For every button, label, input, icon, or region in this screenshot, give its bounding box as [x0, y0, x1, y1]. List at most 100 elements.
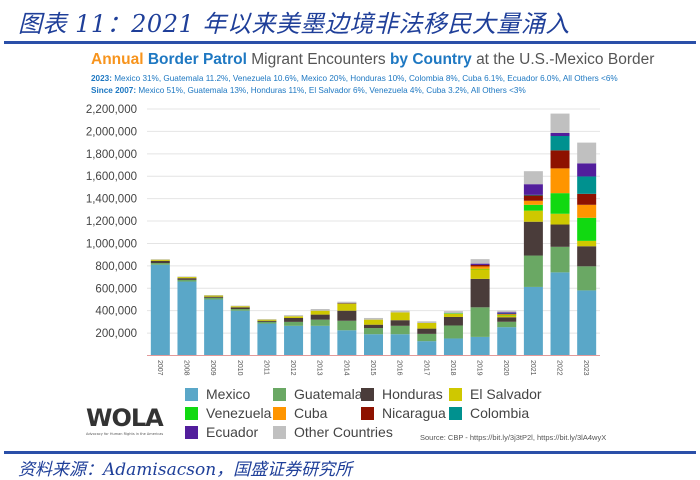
bar-segment-mexico-2009 [204, 299, 224, 356]
x-tick-label: 2010 [236, 360, 243, 376]
bar-segment-mexico-2013 [310, 325, 330, 356]
bar-segment-mexico-2010 [230, 310, 250, 356]
bar-segment-venezuela-2021 [523, 204, 543, 211]
x-tick-label: 2022 [556, 360, 563, 376]
bar-segment-mexico-2014 [337, 330, 357, 356]
legend-label: Cuba [294, 405, 328, 421]
bar-segment-guatemala-2015 [364, 328, 383, 335]
bar-segment-el-salvador-2019 [470, 268, 490, 279]
bar-segment-honduras-2013 [310, 314, 330, 320]
x-tick-label: 2008 [182, 360, 189, 376]
chart-source: Source: CBP - https://bit.ly/3j3tP2l, ht… [420, 433, 607, 442]
legend-item-ecuador: Ecuador [185, 424, 273, 440]
subtitle-since-label: Since 2007: [91, 86, 137, 95]
legend-item-honduras: Honduras [361, 386, 449, 402]
bar-segment-ecuador-2014 [337, 302, 357, 304]
bar-segment-honduras-2018 [443, 316, 463, 326]
chart-title: Annual Border Patrol Migrant Encounters … [91, 51, 654, 69]
bar-segment-other-countries-2010 [230, 305, 250, 307]
top-divider [4, 41, 696, 44]
bar-segment-other-countries-2007 [150, 259, 170, 260]
bar-segment-colombia-2022 [550, 136, 570, 151]
bar-segment-venezuela-2018 [443, 313, 463, 314]
logo-tagline: Advocacy for Human Rights in the America… [86, 432, 164, 436]
legend-item-venezuela: Venezuela [185, 405, 273, 421]
subtitle-since-text: Mexico 51%, Guatemala 13%, Honduras 11%,… [138, 86, 526, 95]
bar-segment-ecuador-2021 [523, 184, 543, 195]
bar-segment-guatemala-2017 [417, 333, 437, 342]
bar-segment-honduras-2015 [364, 324, 383, 329]
bar-segment-honduras-2010 [230, 307, 250, 310]
legend-label: Guatemala [294, 386, 363, 402]
bar-segment-mexico-2023 [577, 290, 597, 356]
bar-segment-ecuador-2022 [550, 132, 570, 137]
subtitle-2023: 2023: Mexico 31%, Guatemala 11.2%, Venez… [91, 74, 618, 83]
bar-segment-other-countries-2014 [337, 301, 357, 303]
bar-segment-mexico-2007 [150, 264, 170, 356]
legend-label: El Salvador [470, 386, 542, 402]
bar-segment-el-salvador-2022 [550, 213, 570, 225]
title-part-encounters: Migrant Encounters [251, 51, 386, 68]
bar-segment-guatemala-2011 [257, 321, 277, 324]
bar-segment-honduras-2008 [177, 278, 197, 280]
bar-segment-guatemala-2007 [150, 263, 170, 265]
y-tick-label: 200,000 [95, 328, 137, 340]
bar-segment-other-countries-2017 [417, 321, 437, 324]
bar-segment-venezuela-2020 [497, 315, 517, 316]
x-tick-label: 2023 [582, 360, 589, 376]
legend-item-guatemala: Guatemala [273, 386, 363, 402]
bar-segment-honduras-2011 [257, 320, 277, 322]
bar-segment-el-salvador-2012 [284, 316, 304, 318]
bar-segment-el-salvador-2023 [577, 240, 597, 247]
y-tick-label: 2,000,000 [86, 126, 137, 138]
x-tick-label: 2020 [502, 360, 509, 376]
legend-label: Colombia [470, 405, 530, 421]
bar-segment-other-countries-2008 [177, 276, 197, 278]
legend-label: Other Countries [294, 424, 393, 440]
bar-segment-honduras-2022 [550, 224, 570, 247]
y-tick-label: 1,600,000 [86, 171, 137, 183]
bar-segment-el-salvador-2015 [364, 319, 383, 325]
y-tick-label: 600,000 [95, 283, 137, 295]
bar-segment-el-salvador-2010 [230, 306, 250, 308]
bar-segment-other-countries-2015 [364, 317, 383, 320]
bar-segment-ecuador-2023 [577, 163, 597, 177]
wola-logo: WOLA Advocacy for Human Rights in the Am… [86, 404, 164, 436]
bar-segment-honduras-2012 [284, 317, 304, 322]
title-part-border: at the U.S.-Mexico Border [476, 51, 655, 68]
bar-segment-guatemala-2008 [177, 279, 197, 282]
bar-segment-mexico-2012 [284, 325, 304, 356]
bar-segment-ecuador-2020 [497, 312, 517, 314]
y-tick-label: 1,400,000 [86, 194, 137, 206]
bar-segment-el-salvador-2021 [523, 210, 543, 222]
x-tick-label: 2015 [369, 360, 376, 376]
legend-swatch [185, 425, 198, 439]
x-tick-label: 2009 [209, 360, 216, 376]
source-note: 资料来源：Adamisacson，国盛证券研究所 [18, 460, 353, 480]
bar-segment-guatemala-2013 [310, 319, 330, 326]
legend-swatch [273, 425, 286, 439]
title-part-border-patrol: Border Patrol [147, 51, 247, 68]
subtitle-2023-text: Mexico 31%, Guatemala 11.2%, Venezuela 1… [114, 74, 618, 83]
chart-legend: Mexico Guatemala Honduras El Salvador Venezu… [185, 386, 549, 440]
x-tick-label: 2007 [156, 360, 163, 376]
y-tick-label: 1,200,000 [86, 216, 137, 228]
bar-segment-venezuela-2022 [550, 193, 570, 214]
legend-swatch [449, 406, 462, 420]
bar-segment-el-salvador-2020 [497, 315, 517, 318]
bar-segment-venezuela-2023 [577, 217, 597, 241]
bar-segment-cuba-2019 [470, 266, 490, 269]
bar-segment-mexico-2021 [523, 286, 543, 356]
legend-swatch [273, 406, 286, 420]
bar-segment-guatemala-2010 [230, 309, 250, 311]
bar-segment-el-salvador-2014 [337, 303, 357, 311]
bar-segment-mexico-2019 [470, 336, 490, 356]
legend-item-other-countries: Other Countries [273, 424, 393, 440]
legend-item-colombia: Colombia [449, 405, 549, 421]
legend-swatch [185, 406, 198, 420]
bar-segment-other-countries-2022 [550, 113, 570, 133]
legend-swatch [273, 387, 286, 401]
bar-segment-mexico-2011 [257, 323, 277, 356]
figure-title: 图表 11：2021 年以来美墨边境非法移民大量涌入 [18, 10, 570, 38]
bar-segment-el-salvador-2016 [390, 312, 410, 321]
